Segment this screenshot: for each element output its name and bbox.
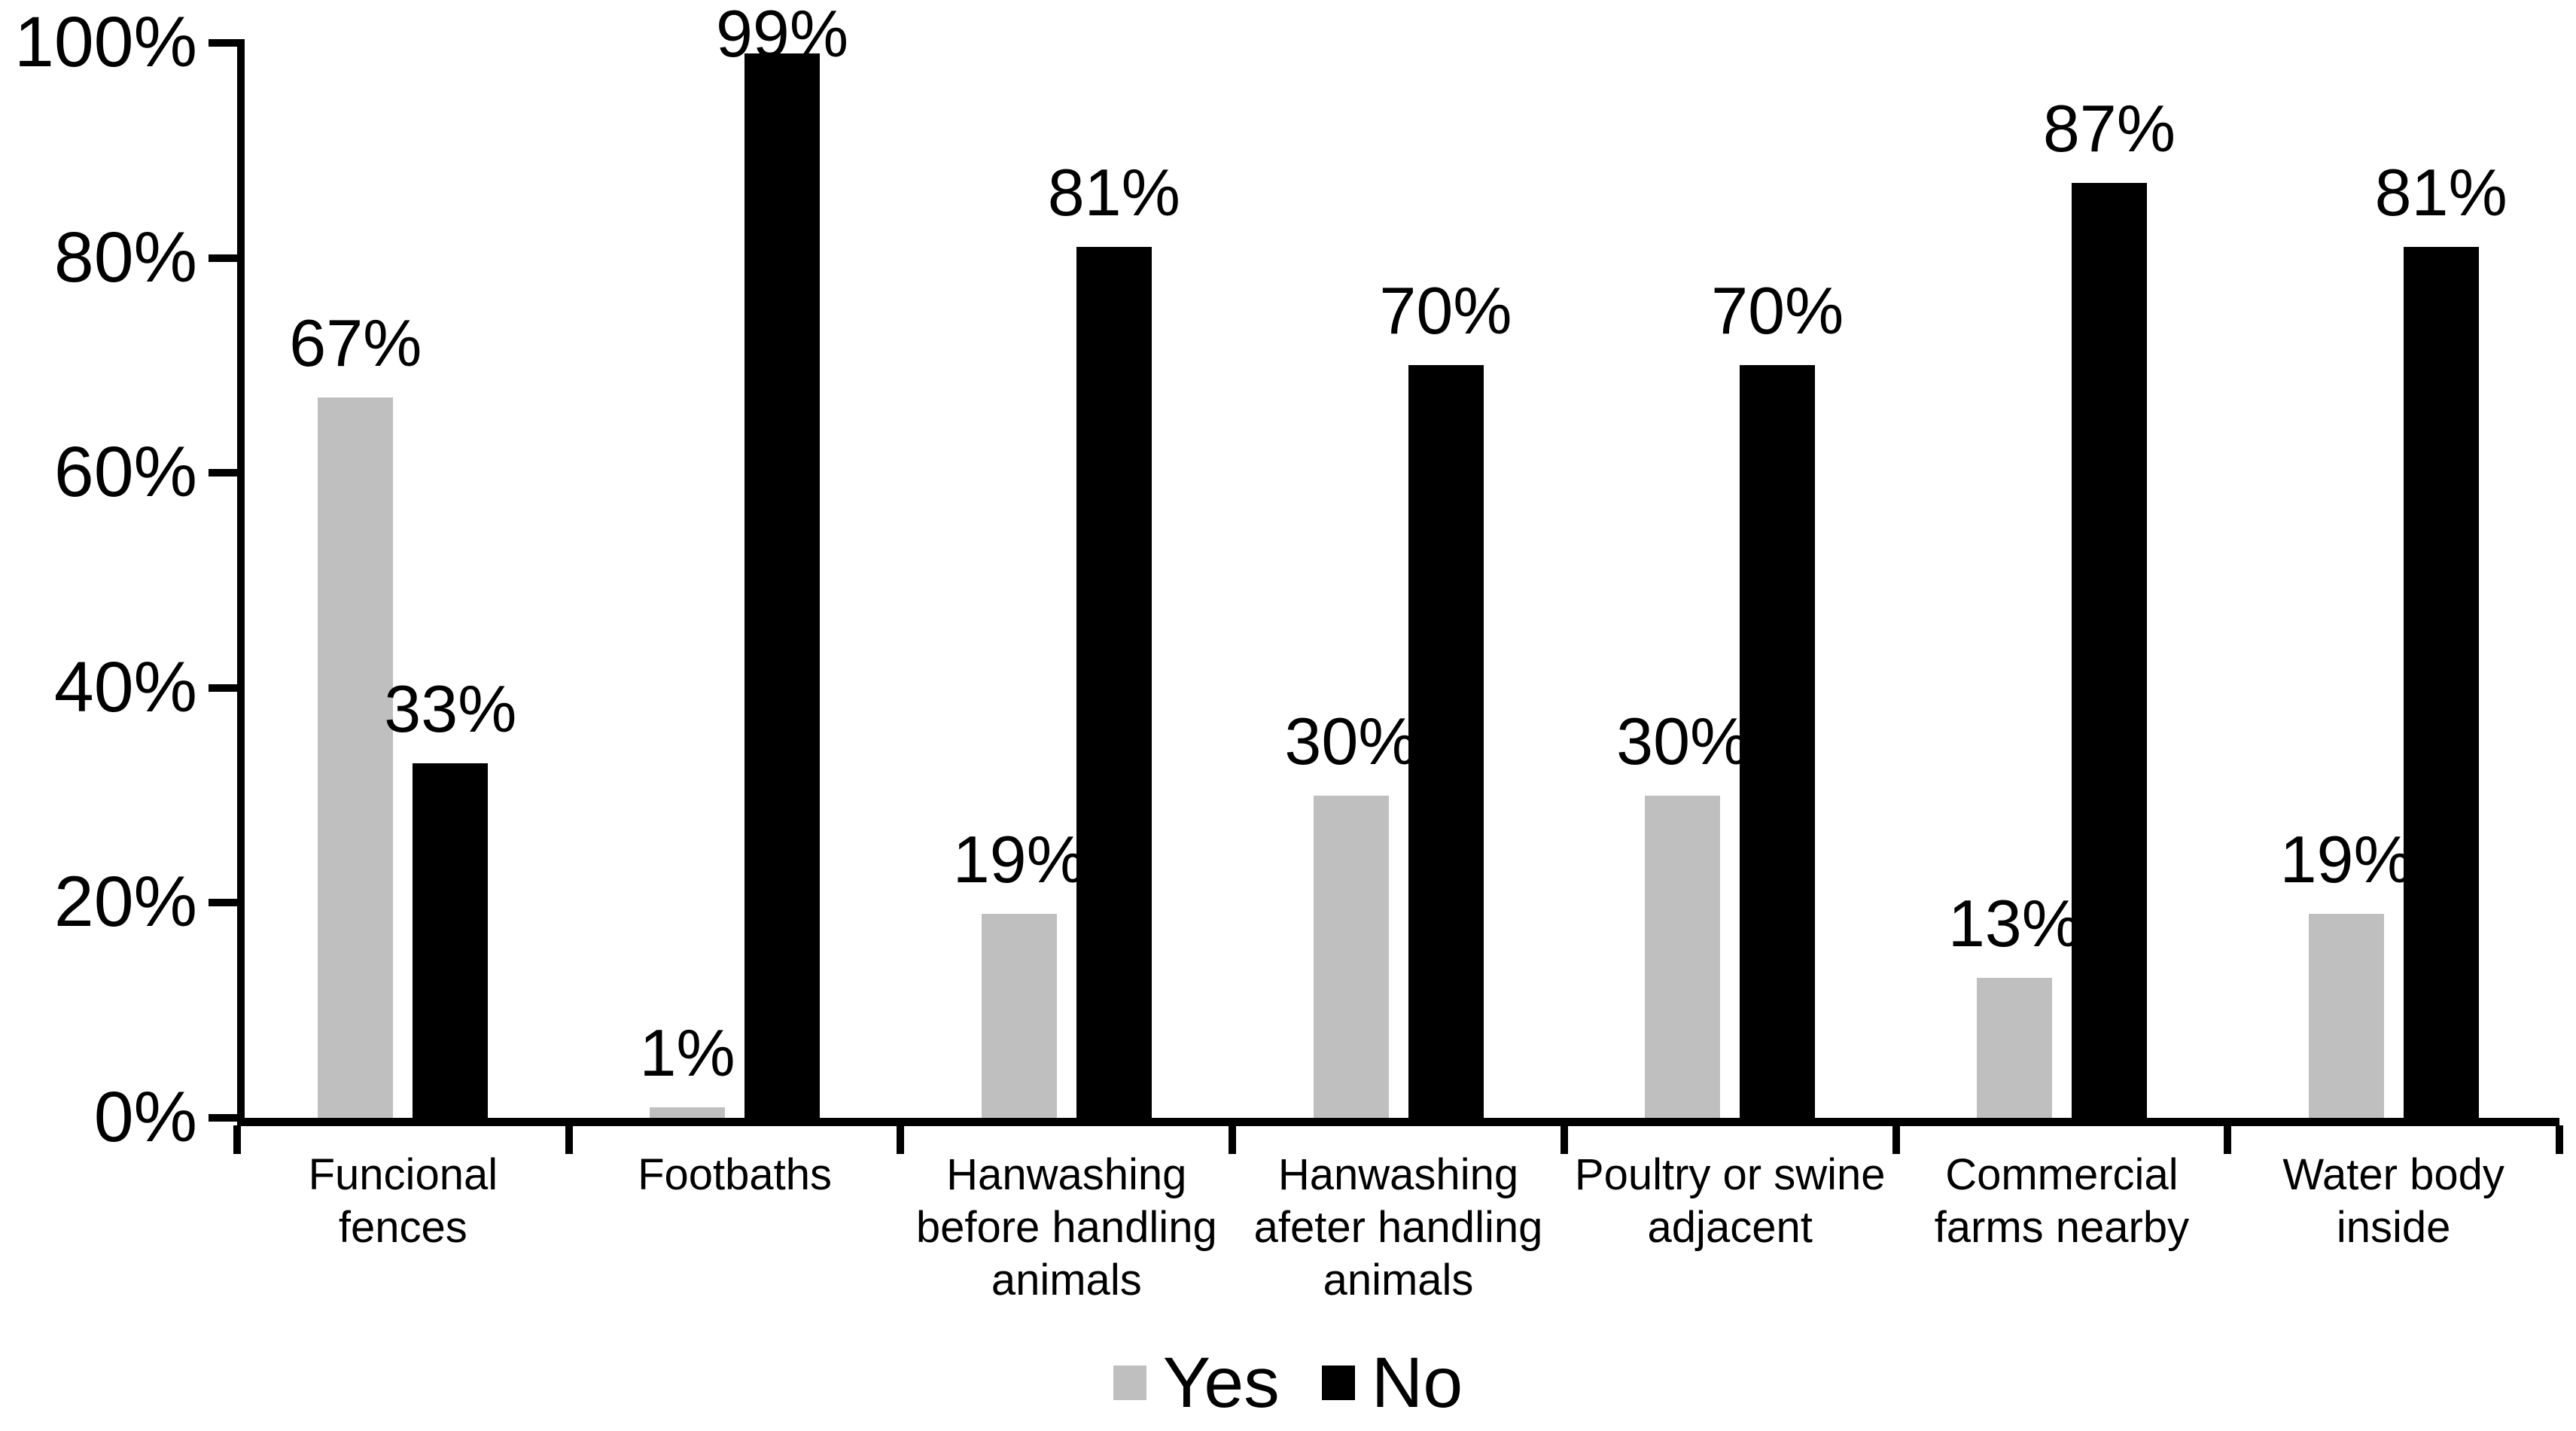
bar-yes — [981, 913, 1057, 1118]
y-tick-label: 20% — [53, 862, 197, 942]
data-label: 13% — [1947, 886, 2081, 961]
x-tick-mark — [1229, 1125, 1237, 1154]
x-tick-mark — [233, 1125, 241, 1154]
data-label: 99% — [715, 0, 849, 71]
legend-item-yes: Yes — [1113, 1341, 1280, 1424]
data-label: 81% — [2374, 155, 2507, 230]
x-tick-mark — [2224, 1125, 2232, 1154]
x-tick-mark — [897, 1125, 905, 1154]
data-label: 67% — [289, 306, 422, 381]
data-label: 19% — [952, 821, 1086, 897]
bar-no — [413, 763, 489, 1118]
data-label: 70% — [1379, 273, 1512, 349]
y-tick-mark — [209, 1114, 237, 1122]
x-axis-line — [237, 1118, 2559, 1126]
data-label: 30% — [1284, 703, 1417, 778]
category-label: Funcional fences — [308, 1150, 498, 1252]
bar-no — [2071, 182, 2147, 1118]
category-label: Footbaths — [638, 1150, 833, 1199]
legend-item-no: No — [1321, 1341, 1463, 1424]
category-label: Hanwashing before handling animals — [915, 1150, 1217, 1305]
legend-swatch-no-icon — [1321, 1366, 1355, 1400]
y-tick-label: 0% — [93, 1077, 197, 1157]
y-tick-label: 40% — [53, 647, 197, 727]
legend-label: Yes — [1162, 1343, 1280, 1423]
y-tick-mark — [209, 254, 237, 262]
y-tick-label: 100% — [14, 2, 197, 82]
y-tick-label: 60% — [53, 432, 197, 513]
category-label: Commercial farms nearby — [1934, 1150, 2190, 1252]
bar-no — [2403, 247, 2479, 1118]
bar-yes — [1645, 795, 1721, 1118]
y-tick-label: 80% — [53, 217, 197, 297]
y-tick-mark — [209, 684, 237, 692]
bar-no — [744, 53, 821, 1118]
y-tick-mark — [209, 469, 237, 477]
bar-yes — [1313, 795, 1389, 1118]
category-label: Water body inside — [2282, 1150, 2504, 1252]
legend: Yes No — [0, 1341, 2576, 1424]
x-tick-mark — [565, 1125, 573, 1154]
category-label: Hanwashing afeter handling animals — [1253, 1150, 1543, 1305]
bar-no — [1740, 365, 1816, 1118]
bar-yes — [2308, 913, 2384, 1118]
legend-swatch-yes-icon — [1113, 1366, 1146, 1400]
data-label: 87% — [2042, 90, 2176, 166]
data-label: 81% — [1047, 155, 1180, 230]
data-label: 70% — [1711, 273, 1844, 349]
bar-no — [1408, 365, 1484, 1118]
y-tick-mark — [209, 39, 237, 47]
data-label: 30% — [1616, 703, 1749, 778]
x-tick-mark — [2556, 1125, 2563, 1154]
bar-yes — [318, 397, 394, 1118]
bar-yes — [650, 1107, 726, 1118]
data-label: 1% — [639, 1015, 735, 1090]
y-tick-mark — [209, 899, 237, 907]
bar-yes — [1976, 978, 2052, 1118]
y-axis-line — [237, 39, 245, 1126]
x-tick-mark — [1560, 1125, 1568, 1154]
category-label: Poultry or swine adjacent — [1574, 1150, 1886, 1252]
legend-label: No — [1371, 1343, 1463, 1423]
bar-no — [1076, 247, 1152, 1118]
x-tick-mark — [1892, 1125, 1900, 1154]
data-label: 33% — [384, 671, 517, 746]
data-label: 19% — [2279, 821, 2413, 897]
